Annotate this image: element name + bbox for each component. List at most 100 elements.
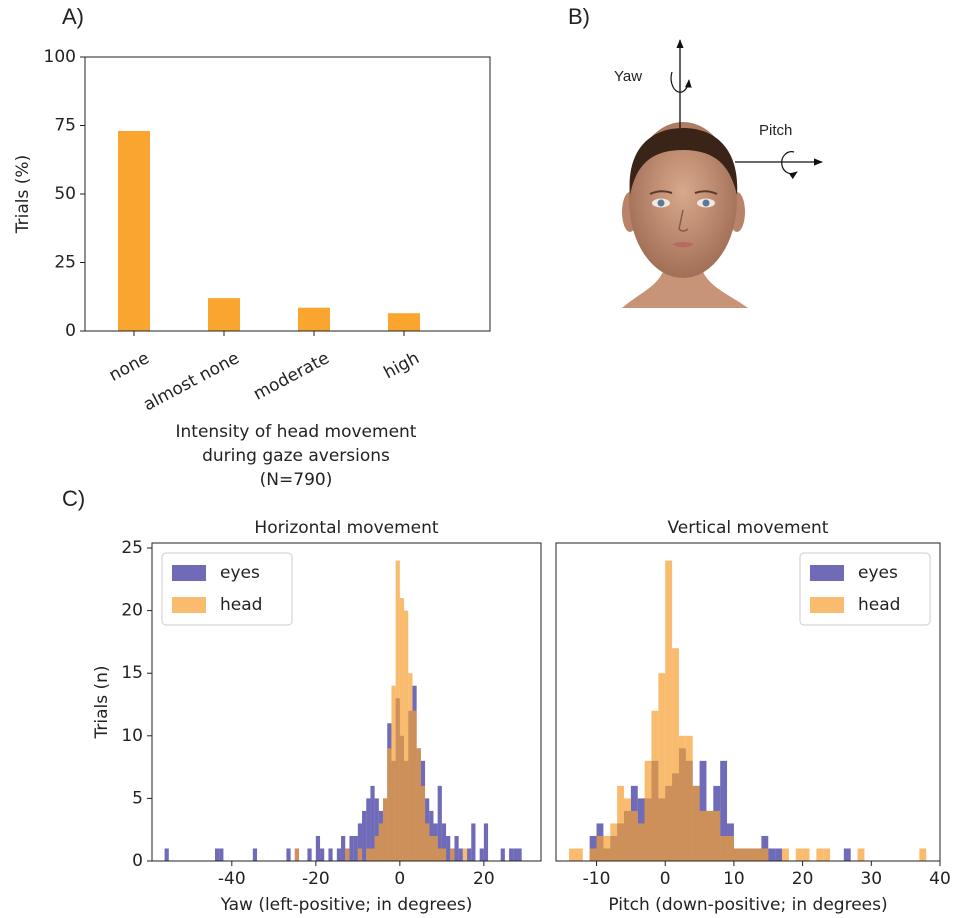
histogram-bar (727, 835, 734, 861)
histogram-bar (768, 848, 776, 861)
y-tick-label: 75 (54, 116, 76, 136)
x-axis-label: during gaze aversions (202, 446, 390, 466)
x-tick-label: high (381, 348, 423, 383)
histogram-bar (315, 835, 321, 861)
histogram-bar (362, 810, 367, 861)
histogram-bar (692, 785, 700, 861)
histogram-bar (412, 710, 417, 861)
histogram-bar (816, 848, 824, 861)
histogram-bar (637, 823, 645, 861)
x-tick-label: 30 (860, 869, 882, 889)
histogram-bar (823, 848, 831, 861)
x-tick-label: 20 (473, 869, 495, 889)
histogram-bar (441, 848, 447, 861)
histogram-bar (603, 835, 611, 861)
histogram-bar (500, 848, 505, 861)
histogram-bar (399, 598, 405, 861)
histogram-bar (446, 835, 451, 861)
histogram-bar (286, 848, 291, 861)
histogram-bar (665, 560, 673, 861)
histogram-bar (617, 785, 625, 861)
histogram-bar (795, 848, 803, 861)
bar (118, 130, 150, 331)
histogram-bar (366, 848, 371, 861)
pitch-rotation (781, 151, 798, 180)
histogram-bar (699, 810, 707, 861)
x-tick-label: almost none (140, 348, 242, 415)
bar (298, 307, 330, 331)
y-tick-label: 20 (121, 601, 143, 621)
histogram-bar (857, 848, 865, 861)
histogram-bar (517, 848, 522, 861)
histogram-bar (353, 835, 358, 861)
legend-label: head (858, 595, 900, 615)
y-axis-label: Trials (n) (92, 665, 112, 739)
x-tick-label: 10 (723, 869, 745, 889)
histogram-bar (433, 835, 438, 861)
histogram-bar (416, 748, 421, 861)
histogram-bar (378, 823, 384, 861)
histogram-bar (370, 848, 375, 861)
histogram-bar (437, 785, 442, 861)
histogram-bar (383, 798, 388, 861)
histogram-bar (761, 848, 769, 861)
histogram-bar (366, 798, 371, 861)
histogram-bar (328, 848, 333, 861)
chart-title: Vertical movement (668, 518, 829, 538)
chart-title: Horizontal movement (254, 518, 438, 538)
histogram-bar (420, 785, 426, 861)
legend-label: head (220, 595, 262, 615)
histogram-bar (252, 848, 258, 861)
plot-frame (555, 542, 941, 862)
histogram-bar (802, 848, 810, 861)
histogram-bar (454, 835, 459, 861)
histogram-bar (336, 848, 342, 861)
histogram-bar (919, 848, 927, 861)
x-axis-label: Intensity of head movement (176, 422, 417, 442)
histogram-bar (471, 823, 476, 861)
histogram-bar (395, 560, 400, 861)
legend-swatch (172, 565, 206, 581)
panel-label: C) (62, 486, 85, 511)
legend-swatch (810, 565, 844, 581)
y-tick-label: 25 (121, 538, 143, 558)
histogram-bar (458, 848, 463, 861)
y-tick-label: 10 (121, 726, 143, 746)
histogram-bar (307, 848, 312, 861)
histogram-bar (215, 848, 220, 861)
y-tick-label: 50 (54, 184, 76, 204)
x-tick-label: 0 (394, 869, 405, 889)
histogram-bar (387, 748, 392, 861)
histogram-bar (782, 848, 789, 861)
yaw-label: Yaw (614, 68, 642, 85)
histogram-bar (720, 760, 728, 861)
y-axis-label: Trials (%) (13, 155, 33, 234)
x-tick-label: 0 (660, 869, 671, 889)
histogram-bar (349, 835, 354, 861)
histogram-bar (479, 848, 484, 861)
plot-frame (151, 542, 542, 862)
pitch-label: Pitch (759, 122, 792, 139)
histogram-bar (294, 848, 300, 861)
x-tick-label: 20 (792, 869, 814, 889)
y-tick-label: 15 (121, 663, 143, 683)
x-tick-label: none (106, 348, 153, 386)
histogram-bar (357, 823, 363, 861)
x-axis-label: Yaw (left-positive; in degrees) (220, 895, 473, 915)
histogram-bar (720, 835, 728, 861)
histogram-bar (164, 848, 169, 861)
histogram-bar (450, 848, 455, 861)
histogram-bar (404, 610, 409, 861)
rotation-arrows: Yaw Pitch (614, 39, 823, 180)
face-illustration (622, 122, 748, 308)
x-tick-label: -10 (583, 869, 611, 889)
histogram-bar (341, 835, 346, 861)
histogram-bar (320, 848, 325, 861)
panel-label: A) (62, 4, 84, 29)
legend-swatch (172, 597, 206, 613)
histogram-bar (685, 735, 693, 861)
histogram-bar (713, 810, 721, 861)
histogram-bar (391, 685, 396, 861)
histogram-bar (509, 848, 514, 861)
